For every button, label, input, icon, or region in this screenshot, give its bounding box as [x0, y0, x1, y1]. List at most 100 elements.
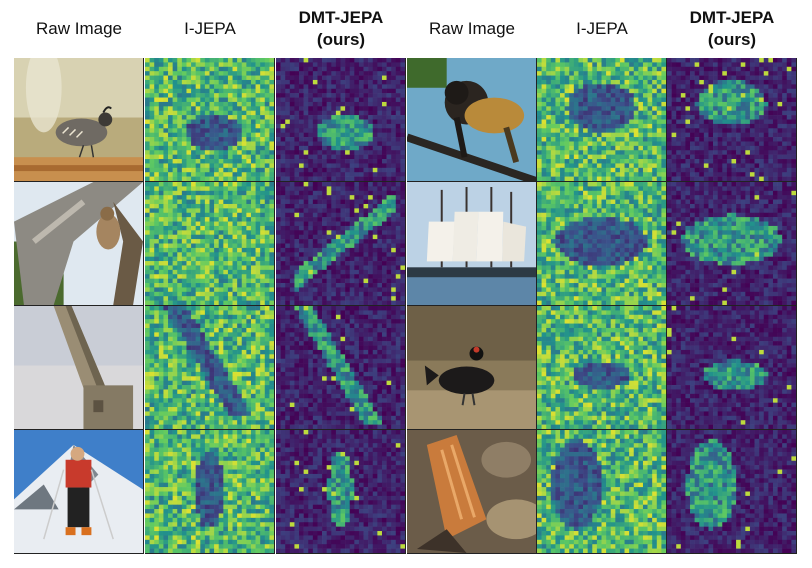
heatmap-cell	[264, 172, 270, 177]
heatmap-cell	[633, 195, 639, 200]
heatmap-cell	[680, 97, 686, 103]
heatmap-cell	[358, 186, 364, 192]
heatmap-cell	[381, 261, 387, 266]
heatmap-cell	[335, 97, 341, 103]
heatmap-cell	[759, 71, 765, 76]
heatmap-cell	[615, 110, 621, 116]
heatmap-cell	[218, 182, 224, 187]
heatmap-cell	[191, 75, 196, 81]
heatmap-cell	[606, 110, 612, 116]
heatmap-cell	[218, 203, 224, 209]
heatmap-cell	[177, 123, 183, 129]
heatmap-cell	[736, 163, 742, 169]
heatmap-cell	[661, 182, 666, 187]
heatmap-cell	[708, 154, 714, 160]
heatmap-cell	[358, 269, 364, 275]
heatmap-cell	[158, 137, 164, 142]
heatmap-cell	[777, 66, 783, 72]
heatmap-cell	[772, 88, 778, 94]
heatmap-cell	[610, 137, 616, 142]
heatmap-cell	[308, 71, 314, 76]
heatmap-cell	[158, 123, 164, 129]
heatmap-cell	[633, 62, 639, 68]
heatmap-cell	[395, 239, 401, 244]
heatmap-cell	[163, 247, 169, 253]
heatmap-cell	[363, 71, 369, 76]
heatmap-cell	[395, 110, 401, 116]
heatmap-cell	[204, 128, 210, 133]
heatmap-cell	[269, 190, 274, 196]
heatmap-cell	[195, 167, 201, 173]
heatmap-cell	[158, 182, 164, 187]
heatmap-cell	[186, 84, 192, 90]
heatmap-cell	[368, 243, 374, 249]
heatmap-cell	[685, 71, 691, 76]
heatmap-cell	[573, 167, 579, 173]
heatmap-cell	[237, 132, 243, 138]
heatmap-cell	[541, 186, 547, 192]
heatmap-cell	[708, 110, 714, 116]
heatmap-cell	[680, 163, 686, 169]
heatmap-cell	[149, 115, 155, 120]
heatmap-cell	[772, 159, 778, 164]
heatmap-cell	[671, 154, 677, 160]
heatmap-cell	[596, 137, 602, 142]
heatmap-cell	[186, 217, 192, 222]
heatmap-cell	[246, 252, 252, 257]
heatmap-cell	[200, 172, 206, 177]
heatmap-cell	[395, 154, 401, 160]
heatmap-cell	[740, 128, 746, 133]
heatmap-cell	[573, 186, 579, 192]
heatmap-cell	[241, 221, 247, 227]
heatmap-cell	[158, 172, 164, 177]
heatmap-cell	[269, 154, 274, 160]
heatmap-cell	[615, 84, 621, 90]
heatmap-cell	[610, 93, 616, 98]
heatmap-cell	[246, 141, 252, 147]
heatmap-cell	[260, 199, 266, 205]
heatmap-cell	[386, 269, 392, 275]
heatmap-cell	[335, 252, 341, 257]
heatmap-cell	[335, 221, 341, 227]
heatmap-cell	[377, 97, 383, 103]
heatmap-cell	[569, 75, 575, 81]
heatmap-cell	[647, 137, 653, 142]
heatmap-cell	[168, 217, 173, 222]
heatmap-cell	[191, 199, 196, 205]
heatmap-cell	[276, 62, 281, 68]
heatmap-cell	[172, 88, 178, 94]
heatmap-cell	[204, 230, 210, 236]
heatmap-cell	[537, 141, 542, 147]
heatmap-cell	[685, 106, 691, 112]
heatmap-cell	[250, 291, 256, 297]
heatmap-cell	[629, 128, 635, 133]
heatmap-cell	[638, 208, 644, 214]
heatmap-cell	[652, 115, 658, 120]
heatmap-cell	[303, 252, 309, 257]
heatmap-cell	[354, 110, 360, 116]
heatmap-cell	[759, 101, 765, 107]
heatmap-cell	[381, 106, 387, 112]
heatmap-cell	[583, 141, 588, 147]
heatmap-cell	[395, 106, 401, 112]
heatmap-cell	[335, 119, 341, 125]
heatmap-cell	[372, 93, 378, 98]
heatmap-cell	[145, 239, 150, 244]
heatmap-cell	[740, 154, 746, 160]
heatmap-cell	[583, 84, 588, 90]
heatmap-cell	[708, 137, 714, 142]
heatmap-cell	[601, 88, 607, 94]
heatmap-cell	[372, 167, 378, 173]
heatmap-cell	[768, 132, 774, 138]
heatmap-cell	[204, 274, 210, 279]
heatmap-cell	[168, 154, 173, 160]
heatmap-cell	[722, 58, 728, 63]
heatmap-cell	[276, 239, 281, 244]
heatmap-cell	[354, 291, 360, 297]
heatmap-cell	[703, 172, 709, 177]
heatmap-cell	[223, 62, 229, 68]
heatmap-cell	[722, 106, 728, 112]
heatmap-cell	[264, 186, 270, 192]
heatmap-cell	[363, 106, 369, 112]
heatmap-cell	[395, 66, 401, 72]
